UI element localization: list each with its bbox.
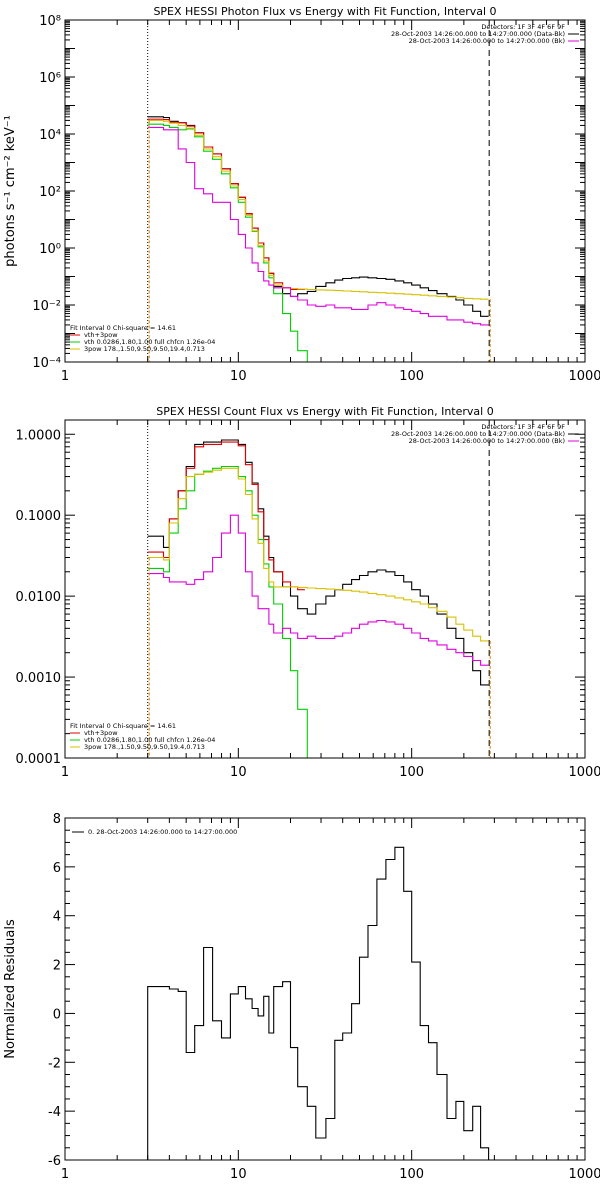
series-line-5 xyxy=(147,514,489,666)
y-tick-label: 10⁸ xyxy=(39,14,61,29)
y-tick-label: 0.1000 xyxy=(16,509,62,524)
x-tick-label: 10 xyxy=(230,1167,247,1182)
y-tick-label: 2 xyxy=(53,959,61,974)
x-tick-label: 10 xyxy=(230,369,247,384)
legend-label: Detectors: 1F 3F 4F 6F 9F xyxy=(481,423,565,431)
y-tick-label: -4 xyxy=(48,1105,61,1120)
legend-label: Fit Interval 0 Chi-square = 14.61 xyxy=(70,324,176,332)
legend-label: vth 0.0286,1.80,1.00 full chfcn 1.26e-04 xyxy=(84,736,215,744)
series-group xyxy=(147,439,489,758)
series-line-2 xyxy=(147,118,305,291)
y-tick-label: 10⁴ xyxy=(39,128,61,143)
legend-label: Detectors: 1F 3F 4F 6F 9F xyxy=(481,23,565,31)
x-tick-label: 1 xyxy=(61,369,69,384)
legend-label: Fit Interval 0 Chi-square = 14.61 xyxy=(70,722,176,730)
legend-label: 0. 28-Oct-2003 14:26:00.000 to 14:27:00.… xyxy=(88,828,237,836)
x-tick-label: 1 xyxy=(61,765,69,780)
chart-title: SPEX HESSI Count Flux vs Energy with Fit… xyxy=(156,405,493,418)
series-group xyxy=(147,846,490,1160)
x-tick-label: 1000 xyxy=(568,369,600,384)
y-tick-label: 0.0001 xyxy=(16,752,62,767)
series-line-4 xyxy=(147,119,489,300)
series-group xyxy=(147,116,489,362)
legend-label: 3pow 178.,1.50,9.50,9.50,19.4,0.713 xyxy=(84,743,205,751)
y-tick-label: 0.0010 xyxy=(16,671,62,686)
chart-title: SPEX HESSI Photon Flux vs Energy with Fi… xyxy=(153,5,496,18)
legend-label: 28-Oct-2003 14:26:00.000 to 14:27:00.000… xyxy=(409,37,565,45)
legend-label: vth+3pow xyxy=(84,331,118,339)
x-tick-label: 100 xyxy=(399,1167,424,1182)
series-line-1 xyxy=(147,439,489,686)
axes-frame xyxy=(64,419,586,759)
y-tick-label: 1.0000 xyxy=(16,428,62,443)
x-tick-label: 1000 xyxy=(568,765,600,780)
legend-label: vth+3pow xyxy=(84,729,118,737)
chart-panel-3: 1 10 100 1000 -6 -4 -2 0 2 4 6 8 Normalized Residual… xyxy=(3,812,600,1182)
y-tick-label: -2 xyxy=(48,1056,61,1071)
y-tick-label: -6 xyxy=(48,1154,61,1169)
axes-frame xyxy=(64,19,586,363)
series-line-2 xyxy=(147,441,305,591)
y-axis-label: photons s⁻¹ cm⁻² keV⁻¹ xyxy=(3,115,18,267)
legend-label: 28-Oct-2003 14:26:00.000 to 14:27:00.000… xyxy=(391,30,565,38)
series-line-4 xyxy=(147,467,489,642)
chart-panel-1: SPEX HESSI Photon Flux vs Energy with Fi… xyxy=(3,5,600,384)
series-line-5 xyxy=(147,126,489,326)
x-tick-label: 1000 xyxy=(568,1167,600,1182)
chart-panel-2: SPEX HESSI Count Flux vs Energy with Fit… xyxy=(16,405,600,780)
series-line-1 xyxy=(147,846,490,1160)
y-tick-label: 0 xyxy=(53,1007,61,1022)
x-tick-label: 100 xyxy=(399,369,424,384)
series-line-1 xyxy=(147,116,489,317)
legend-label: 28-Oct-2003 14:26:00.000 to 14:27:00.000… xyxy=(409,437,565,445)
y-tick-label: 6 xyxy=(53,861,61,876)
x-tick-label: 100 xyxy=(399,765,424,780)
y-tick-label: 10⁶ xyxy=(39,71,61,86)
y-tick-label: 10⁻² xyxy=(32,299,61,314)
legend-label: vth 0.0286,1.80,1.00 full chfcn 1.26e-04 xyxy=(84,338,215,346)
x-tick-label: 10 xyxy=(230,765,247,780)
y-axis-label: Normalized Residuals xyxy=(3,919,18,1059)
legend-label: 28-Oct-2003 14:26:00.000 to 14:27:00.000… xyxy=(391,430,565,438)
y-tick-label: 10⁻⁴ xyxy=(32,356,61,371)
y-tick-label: 10⁰ xyxy=(39,242,61,257)
y-tick-label: 0.0100 xyxy=(16,590,62,605)
y-tick-label: 4 xyxy=(53,910,61,925)
x-tick-label: 1 xyxy=(61,1167,69,1182)
axes-frame xyxy=(64,817,586,1161)
y-tick-label: 10² xyxy=(39,185,61,200)
legend-label: 3pow 178.,1.50,9.50,9.50,19.4,0.713 xyxy=(84,345,205,353)
y-tick-label: 8 xyxy=(53,812,61,827)
